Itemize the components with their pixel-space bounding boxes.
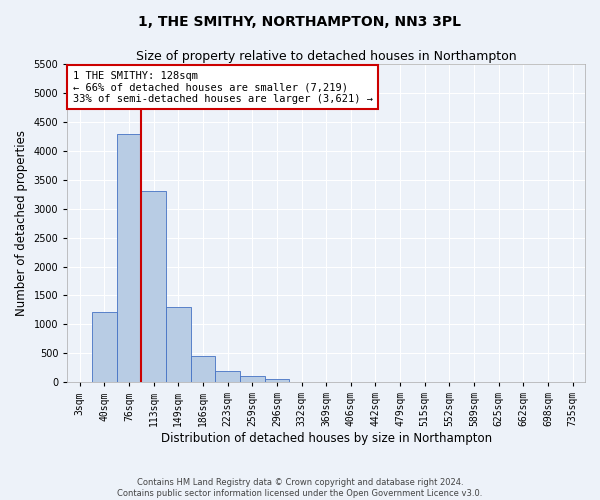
- Bar: [166, 307, 191, 382]
- Text: Contains HM Land Registry data © Crown copyright and database right 2024.
Contai: Contains HM Land Registry data © Crown c…: [118, 478, 482, 498]
- Title: Size of property relative to detached houses in Northampton: Size of property relative to detached ho…: [136, 50, 517, 63]
- Text: 1, THE SMITHY, NORTHAMPTON, NN3 3PL: 1, THE SMITHY, NORTHAMPTON, NN3 3PL: [139, 15, 461, 29]
- X-axis label: Distribution of detached houses by size in Northampton: Distribution of detached houses by size …: [161, 432, 492, 445]
- Bar: [240, 376, 265, 382]
- Text: 1 THE SMITHY: 128sqm
← 66% of detached houses are smaller (7,219)
33% of semi-de: 1 THE SMITHY: 128sqm ← 66% of detached h…: [73, 70, 373, 104]
- Bar: [116, 134, 141, 382]
- Bar: [265, 378, 289, 382]
- Y-axis label: Number of detached properties: Number of detached properties: [15, 130, 28, 316]
- Bar: [92, 312, 116, 382]
- Bar: [191, 356, 215, 382]
- Bar: [141, 192, 166, 382]
- Bar: [215, 370, 240, 382]
